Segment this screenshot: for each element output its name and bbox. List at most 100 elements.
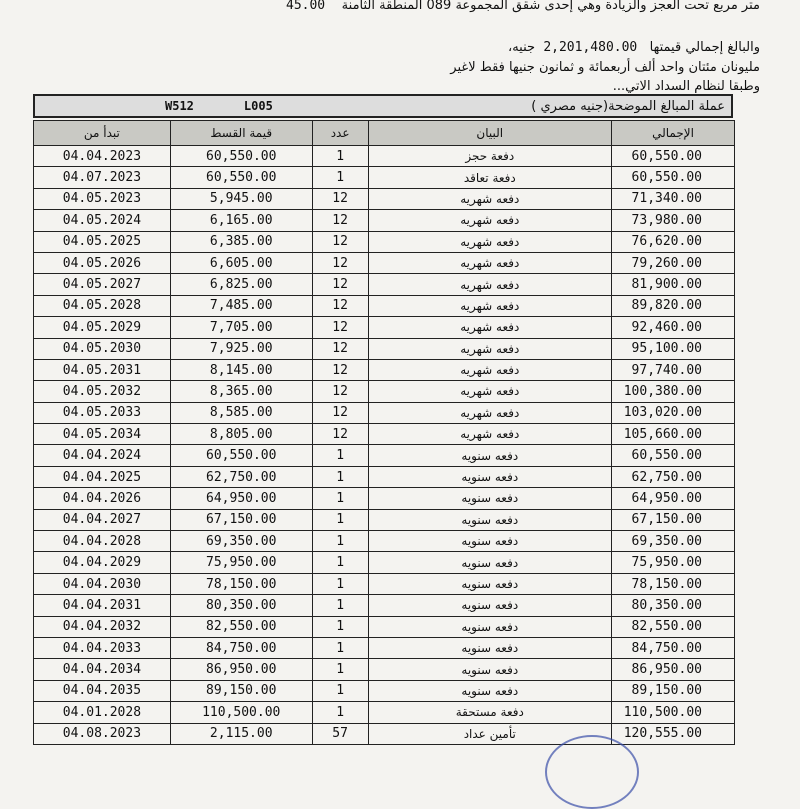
cell-count: 1 <box>311 144 369 168</box>
cell-start: 04.04.2028 <box>33 530 171 553</box>
cell-description: دفعه سنويه <box>367 551 613 574</box>
cell-description: دفعة مستحقة <box>367 701 613 724</box>
table-row: 04.04.2027 67,150.00 1 دفعه سنويه 67,150.00 <box>33 508 735 532</box>
cell-description: دفعه شهريه <box>367 316 613 339</box>
cell-description: دفعة حجز <box>367 144 613 168</box>
cell-description: دفعه شهريه <box>367 423 613 446</box>
cell-start: 04.04.2034 <box>33 658 171 681</box>
cell-total: 105,660.00 <box>611 423 735 446</box>
cell-total: 64,950.00 <box>611 487 735 510</box>
cell-description: دفعه سنويه <box>367 508 613 532</box>
cell-start: 04.04.2024 <box>33 444 171 467</box>
cell-start: 04.04.2027 <box>33 508 171 532</box>
cell-total: 100,380.00 <box>611 380 735 403</box>
table-row: 04.04.2034 86,950.00 1 دفعه سنويه 86,950.00 <box>33 658 735 681</box>
cell-total: 78,150.00 <box>611 572 735 596</box>
cell-total: 80,350.00 <box>611 594 735 617</box>
cell-description: دفعه شهريه <box>367 187 613 211</box>
cell-start: 04.05.2028 <box>33 294 171 318</box>
cell-installment: 8,805.00 <box>169 423 313 446</box>
cell-installment: 60,550.00 <box>169 166 313 189</box>
table-row: 04.04.2028 69,350.00 1 دفعه سنويه 69,350.00 <box>33 530 735 553</box>
cell-start: 04.04.2030 <box>33 572 171 596</box>
cell-count: 1 <box>311 615 369 638</box>
cell-total: 60,550.00 <box>611 144 735 168</box>
cell-description: دفعه شهريه <box>367 230 613 253</box>
table-row: 04.05.2023 5,945.00 12 دفعه شهريه 71,340.00 <box>33 187 735 211</box>
cell-count: 12 <box>311 273 369 296</box>
cell-description: دفعة تعاقد <box>367 166 613 189</box>
cell-count: 1 <box>311 508 369 532</box>
cell-total: 89,150.00 <box>611 679 735 703</box>
cell-count: 12 <box>311 209 369 232</box>
cell-start: 04.05.2025 <box>33 230 171 253</box>
cell-description: دفعه سنويه <box>367 487 613 510</box>
unit-area: 45.00 <box>286 0 326 13</box>
cell-installment: 7,705.00 <box>169 316 313 339</box>
cell-total: 120,555.00 <box>611 722 735 745</box>
cell-count: 12 <box>311 358 369 382</box>
col-total: الإجمالي <box>611 120 735 146</box>
cell-description: دفعه سنويه <box>367 679 613 703</box>
cell-installment: 64,950.00 <box>169 487 313 510</box>
cell-installment: 82,550.00 <box>169 615 313 638</box>
cell-count: 1 <box>311 679 369 703</box>
table-row: 04.05.2031 8,145.00 12 دفعه شهريه 97,740.00 <box>33 358 735 382</box>
cell-description: دفعه شهريه <box>367 209 613 232</box>
currency-label: جنيه، <box>508 40 536 55</box>
cell-start: 04.05.2024 <box>33 209 171 232</box>
stamp <box>545 735 639 809</box>
cell-count: 12 <box>311 423 369 446</box>
table-row: 04.05.2034 8,805.00 12 دفعه شهريه 105,660.00 <box>33 423 735 446</box>
cell-description: دفعه سنويه <box>367 658 613 681</box>
cell-total: 86,950.00 <box>611 658 735 681</box>
table-row: 04.05.2026 6,605.00 12 دفعه شهريه 79,260.00 <box>33 251 735 275</box>
cell-installment: 62,750.00 <box>169 465 313 489</box>
table-row: 04.05.2028 7,485.00 12 دفعه شهريه 89,820.00 <box>33 294 735 318</box>
payment-plan-intro: وطبقا لنظام السداد الاتي... <box>612 79 760 94</box>
cell-total: 110,500.00 <box>611 701 735 724</box>
cell-total: 92,460.00 <box>611 316 735 339</box>
table-caption: عملة المبالغ الموضحة(جنيه مصري ) W512 L00… <box>33 94 733 118</box>
cell-count: 1 <box>311 572 369 596</box>
cell-count: 12 <box>311 401 369 425</box>
cell-start: 04.04.2032 <box>33 615 171 638</box>
cell-total: 62,750.00 <box>611 465 735 489</box>
table-row: 04.05.2024 6,165.00 12 دفعه شهريه 73,980.00 <box>33 209 735 232</box>
cell-installment: 7,925.00 <box>169 337 313 360</box>
cell-start: 04.04.2023 <box>33 144 171 168</box>
cell-start: 04.07.2023 <box>33 166 171 189</box>
cell-description: دفعه سنويه <box>367 444 613 467</box>
cell-start: 04.04.2029 <box>33 551 171 574</box>
cell-count: 57 <box>311 722 369 745</box>
cell-installment: 89,150.00 <box>169 679 313 703</box>
table-row: 04.05.2032 8,365.00 12 دفعه شهريه 100,380.00 <box>33 380 735 403</box>
table-row: 04.01.2028 110,500.00 1 دفعة مستحقة 110,500.… <box>33 701 735 724</box>
cell-total: 76,620.00 <box>611 230 735 253</box>
cell-description: دفعه شهريه <box>367 273 613 296</box>
col-count: عدد <box>311 120 369 146</box>
cell-description: دفعه شهريه <box>367 294 613 318</box>
cell-count: 1 <box>311 487 369 510</box>
cell-total: 82,550.00 <box>611 615 735 638</box>
cell-start: 04.05.2029 <box>33 316 171 339</box>
table-row: 04.08.2023 2,115.00 57 تأمين عداد 120,555.00 <box>33 722 735 745</box>
cell-installment: 8,145.00 <box>169 358 313 382</box>
cell-total: 60,550.00 <box>611 444 735 467</box>
table-row: 04.05.2027 6,825.00 12 دفعه شهريه 81,900.00 <box>33 273 735 296</box>
cell-installment: 8,365.00 <box>169 380 313 403</box>
col-description: البيان <box>367 120 613 146</box>
table-row: 04.05.2029 7,705.00 12 دفعه شهريه 92,460.00 <box>33 316 735 339</box>
cell-total: 67,150.00 <box>611 508 735 532</box>
cell-total: 89,820.00 <box>611 294 735 318</box>
unit-description-text: متر مربع تحت العجز والزيادة وهي إحدى شقق… <box>341 0 760 13</box>
cell-description: دفعه شهريه <box>367 380 613 403</box>
cell-start: 04.05.2031 <box>33 358 171 382</box>
cell-installment: 60,550.00 <box>169 444 313 467</box>
cell-count: 12 <box>311 230 369 253</box>
cell-installment: 86,950.00 <box>169 658 313 681</box>
cell-count: 12 <box>311 187 369 211</box>
cell-start: 04.05.2030 <box>33 337 171 360</box>
table-row: 04.05.2030 7,925.00 12 دفعه شهريه 95,100.00 <box>33 337 735 360</box>
cell-installment: 6,605.00 <box>169 251 313 275</box>
